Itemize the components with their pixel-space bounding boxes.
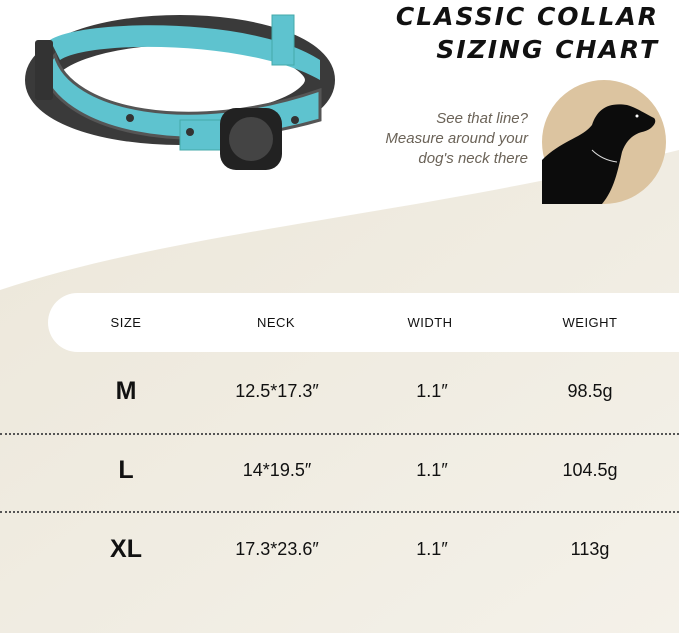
title-line-1: CLASSIC COLLAR bbox=[395, 2, 659, 31]
hint-line-3: dog's neck there bbox=[418, 150, 528, 167]
weight-cell: 113g bbox=[570, 539, 610, 559]
weight-cell: 104.5g bbox=[562, 460, 618, 480]
table-header: SIZE NECK WIDTH WEIGHT bbox=[48, 293, 679, 352]
header-neck: NECK bbox=[256, 315, 296, 330]
hint-line-1: See that line? bbox=[436, 110, 528, 127]
size-cell: M bbox=[115, 377, 137, 405]
neck-cell: 12.5*17.3″ bbox=[235, 381, 319, 401]
weight-cell: 98.5g bbox=[567, 381, 613, 401]
dog-neck-illustration bbox=[542, 80, 666, 204]
width-cell: 1.1″ bbox=[416, 460, 448, 480]
size-cell: XL bbox=[110, 535, 142, 563]
neck-cell: 14*19.5″ bbox=[242, 460, 312, 480]
collar-image bbox=[25, 14, 335, 170]
size-cell: L bbox=[118, 456, 134, 484]
table-row: XL 17.3*23.6″ 1.1″ 113g bbox=[0, 513, 679, 591]
row-divider bbox=[0, 433, 679, 435]
table-row: L 14*19.5″ 1.1″ 104.5g bbox=[0, 434, 679, 512]
table-row: M 12.5*17.3″ 1.1″ 98.5g bbox=[0, 355, 679, 433]
hint-line-2: Measure around your bbox=[385, 130, 528, 147]
row-divider bbox=[0, 511, 679, 513]
width-cell: 1.1″ bbox=[416, 381, 448, 401]
header-weight: WEIGHT bbox=[562, 315, 618, 330]
header-size: SIZE bbox=[110, 315, 142, 330]
title-line-2: SIZING CHART bbox=[436, 35, 659, 64]
width-cell: 1.1″ bbox=[416, 539, 448, 559]
chart-title: CLASSIC COLLAR SIZING CHART bbox=[396, 0, 659, 66]
neck-cell: 17.3*23.6″ bbox=[235, 539, 319, 559]
header-width: WIDTH bbox=[407, 315, 453, 330]
measure-hint: See that line? Measure around your dog's… bbox=[385, 109, 528, 169]
